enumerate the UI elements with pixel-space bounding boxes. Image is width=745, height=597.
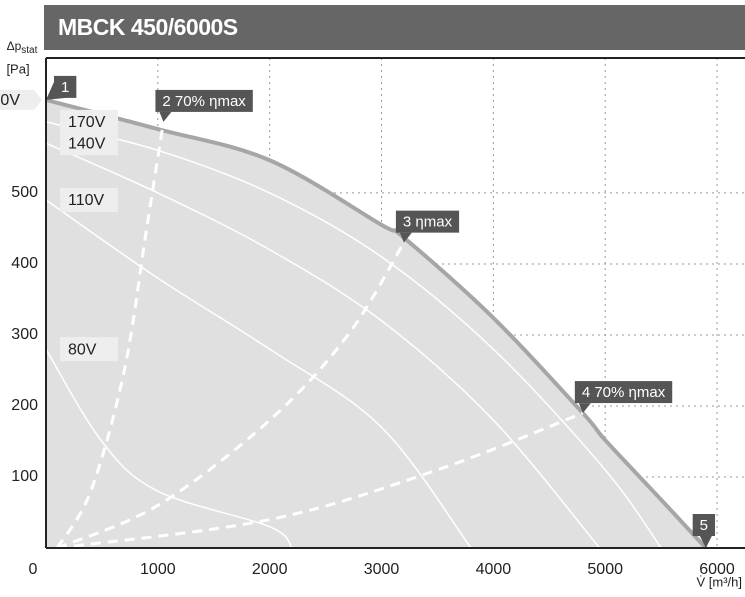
callout-pointer	[46, 81, 66, 100]
y-axis-unit: [Pa]	[6, 61, 29, 76]
callout-box	[395, 210, 460, 233]
y-tick-label: 400	[11, 255, 38, 272]
x-tick-label: 1000	[140, 561, 176, 578]
y-tick-label: 200	[11, 397, 38, 414]
efficiency-line	[55, 121, 165, 549]
voltage-label: 80V	[68, 341, 97, 358]
x-tick-label: 5000	[587, 561, 623, 578]
y-label-sub: stat	[21, 45, 37, 56]
x-tick-label: 4000	[476, 561, 512, 578]
voltage-label-box	[60, 188, 118, 213]
title-bar	[44, 5, 745, 50]
efficiency-line	[56, 241, 406, 550]
voltage-label-box	[60, 109, 118, 134]
x-axis-label: V̇ [m³/h]	[696, 574, 742, 589]
callout: 4 70% ηmax	[574, 381, 673, 414]
y-tick-label: 500	[11, 184, 38, 201]
voltage-label: 170V	[68, 114, 106, 131]
voltage-label-box	[60, 337, 118, 362]
callout-box	[574, 381, 673, 404]
y-label-main: Δp	[7, 39, 22, 53]
callout-pointer	[578, 403, 591, 414]
voltage-curve	[45, 348, 293, 549]
efficiency-line	[56, 411, 584, 550]
voltage-curve	[45, 142, 601, 549]
voltage-curve	[45, 199, 472, 549]
callout: 5	[692, 514, 716, 548]
callout: 1	[46, 75, 77, 100]
callout-pointer	[699, 536, 712, 548]
x-tick-label: 6000	[699, 561, 735, 578]
callout-label: 5	[700, 517, 708, 534]
operating-area	[46, 99, 706, 548]
y-axis-label: Δpstat	[7, 39, 38, 55]
chart-title: MBCK 450/6000S	[58, 14, 238, 40]
callout-box	[692, 514, 716, 536]
voltage-label: 0V	[0, 92, 20, 109]
callout-box	[155, 89, 253, 112]
max-curve	[45, 97, 708, 550]
x-tick-label: 3000	[364, 561, 400, 578]
callout-label: 1	[61, 79, 69, 96]
voltage-label-box	[60, 131, 118, 156]
callout: 2 70% ηmax	[155, 89, 253, 122]
callout-label: 4 70% ηmax	[582, 384, 666, 401]
voltage-label: 110V	[68, 192, 105, 209]
callout-label: 3 ηmax	[403, 214, 453, 231]
voltage-label-box	[0, 89, 42, 110]
callout-label: 2 70% ηmax	[162, 93, 246, 110]
x-tick-label: 2000	[252, 561, 288, 578]
voltage-label: 140V	[68, 135, 106, 152]
y-tick-label: 300	[11, 326, 38, 343]
y-tick-label: 100	[11, 468, 38, 485]
callout-pointer	[399, 232, 412, 243]
callout-pointer	[159, 111, 172, 122]
callout: 3 ηmax	[395, 210, 460, 243]
x-tick-label: 0	[29, 561, 38, 578]
